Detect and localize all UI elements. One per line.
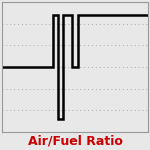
X-axis label: Air/Fuel Ratio: Air/Fuel Ratio	[28, 135, 122, 148]
